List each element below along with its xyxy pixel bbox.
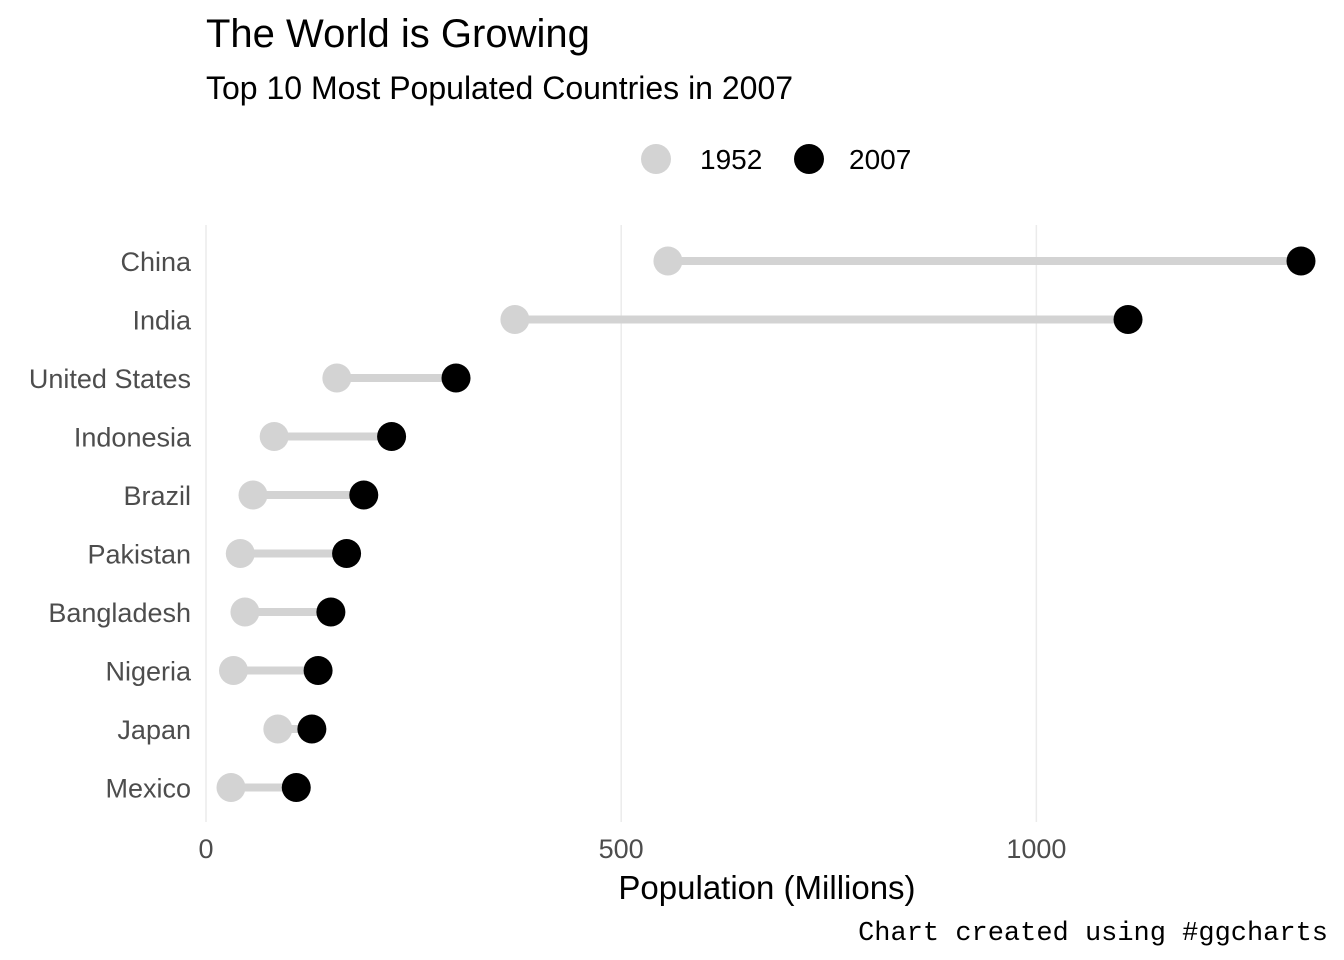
chart-caption: Chart created using #ggcharts [858,919,1328,949]
segments [230,257,1301,792]
x-tick-label: 0 [198,834,213,864]
point-1952 [653,246,683,276]
point-1952 [263,714,293,744]
point-2007 [281,773,311,802]
gridlines [205,225,1038,822]
category-label: Mexico [105,774,191,804]
point-2007 [1113,305,1143,334]
legend-key-2007 [794,144,824,174]
point-2007 [332,539,362,568]
point-1952 [322,363,352,393]
data-points [216,246,1316,802]
point-2007 [349,480,379,510]
category-label: Brazil [123,481,191,511]
category-label: Pakistan [87,540,191,570]
point-1952 [218,656,248,685]
point-2007 [297,714,327,744]
point-2007 [377,422,407,451]
legend-key-1952 [641,144,671,174]
point-2007 [303,656,333,685]
category-label: United States [29,364,191,394]
x-tick-label: 1000 [1006,834,1066,864]
chart-title: The World is Growing [206,12,590,56]
legend-label-2007: 2007 [849,144,911,175]
category-label: Indonesia [74,423,192,453]
x-tick-labels: 0 500 1000 [198,834,1066,864]
chart-subtitle: Top 10 Most Populated Countries in 2007 [206,70,793,106]
legend: 1952 2007 [641,144,911,175]
x-axis-title: Population (Millions) [618,869,915,906]
point-2007 [316,597,346,627]
x-tick-label: 500 [599,834,644,864]
point-1952 [225,539,255,568]
category-labels: China India United States Indonesia Brazil Pa… [29,247,192,804]
category-label: China [120,247,192,277]
category-label: Japan [117,715,191,745]
category-label: Bangladesh [48,598,191,628]
point-2007 [1286,246,1316,276]
category-label: Nigeria [105,657,192,687]
legend-label-1952: 1952 [700,144,762,175]
point-1952 [230,597,260,627]
point-1952 [238,480,268,510]
point-2007 [441,363,471,393]
category-label: India [132,306,192,336]
point-1952 [500,305,530,334]
point-1952 [259,422,289,451]
point-1952 [216,773,246,802]
